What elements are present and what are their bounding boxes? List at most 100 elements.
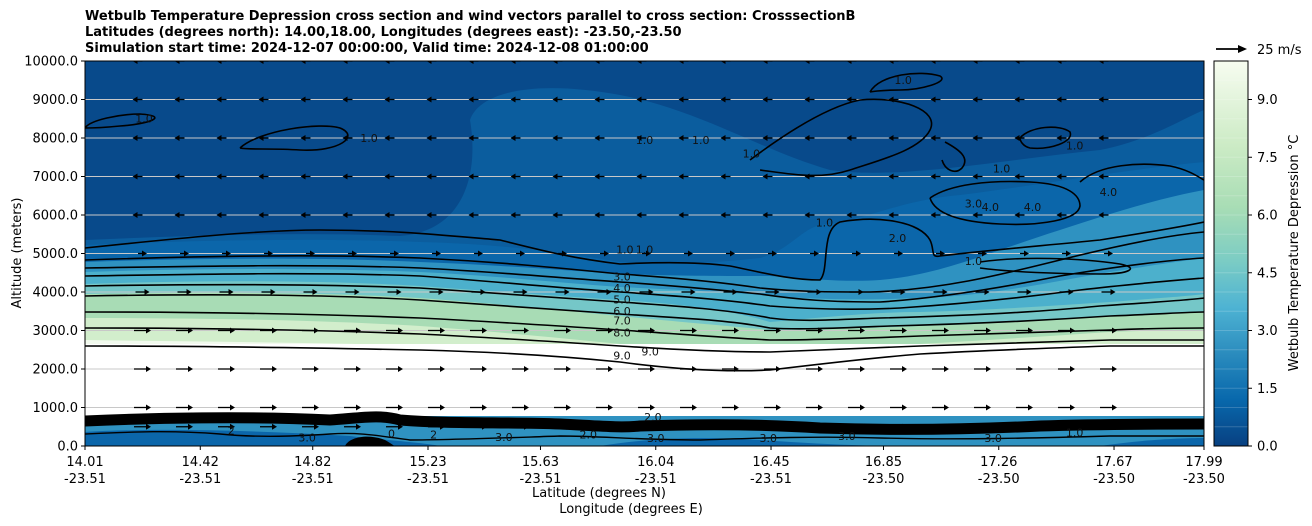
- wind-vector-head-222: [398, 404, 403, 411]
- wind-vector-head-63: [762, 135, 768, 141]
- wind-vector-head-124: [310, 250, 315, 257]
- contour-1-0: [85, 218, 1204, 281]
- wind-vector-head-94: [1056, 173, 1062, 180]
- wind-vector-head-111: [762, 212, 768, 218]
- wind-vector-head-125: [352, 250, 357, 257]
- wind-vector-head-177: [524, 327, 529, 334]
- contour-label-28: 2: [430, 428, 437, 441]
- wind-vector-head-243: [272, 423, 277, 430]
- wind-vector-head-68: [972, 135, 978, 141]
- wind-vector-head-39: [762, 96, 768, 103]
- x-tick-lon-7: -23.50: [863, 472, 905, 487]
- contour-label-9: 4.0: [1024, 201, 1042, 214]
- wind-vector-head-25: [174, 96, 180, 103]
- wind-vector-head-156: [648, 289, 654, 295]
- wind-vector-head-196: [314, 366, 319, 372]
- contour-upper-i: [979, 257, 1132, 275]
- wind-vector-head-146: [228, 289, 234, 295]
- colorbar-label: Wetbulb Temperature Depression °C: [1287, 135, 1302, 372]
- x-tick-lat-2: 14.82: [294, 455, 331, 470]
- wind-vector-head-163: [942, 289, 948, 295]
- wind-vector-head-112: [804, 212, 810, 218]
- x-tick-lat-8: 17.26: [980, 455, 1017, 470]
- wind-vector-head-85: [678, 173, 684, 180]
- x-axis: 14.01 -23.51 14.42 -23.51 14.82 -23.51 15.23 -2…: [64, 446, 1225, 487]
- wind-vector-head-8: [468, 61, 474, 64]
- wind-vector-head-79: [426, 173, 432, 180]
- wind-vector-head-257: [860, 423, 865, 430]
- wind-vector-head-233: [860, 404, 865, 411]
- wind-vector-head-60: [636, 135, 642, 141]
- wind-vector-head-1: [174, 61, 180, 64]
- surface-contour-2: [85, 430, 1204, 441]
- contour-label-29: 3.0: [495, 431, 513, 444]
- wind-vector-head-81: [510, 173, 516, 180]
- wind-vector-head-62: [720, 135, 726, 141]
- contour-label-1: 1.0: [360, 132, 378, 145]
- contour-label-31: 2.0: [644, 411, 662, 424]
- wind-vector-head-179: [608, 327, 613, 334]
- x-tick-lon-8: -23.50: [978, 472, 1020, 487]
- colorbar-gradient: [1214, 61, 1248, 446]
- wind-vector-head-178: [566, 327, 571, 334]
- x-tick-lon-5: -23.51: [635, 472, 677, 487]
- wind-vector-head-260: [986, 423, 991, 430]
- wind-vector-head-45: [1014, 96, 1020, 103]
- wind-vector-head-80: [468, 173, 474, 180]
- wind-vector-head-128: [478, 250, 483, 257]
- wind-vector-head-148: [312, 289, 318, 295]
- wind-vector-head-229: [692, 404, 697, 411]
- wind-vector-head-147: [270, 289, 276, 295]
- contour-8-0: [85, 327, 1204, 353]
- wind-vector-head-54: [384, 135, 390, 141]
- contour-label-7: 3.0: [965, 197, 983, 210]
- wind-vector-head-192: [146, 366, 151, 372]
- x-tick-lon-10: -23.50: [1183, 472, 1225, 487]
- wind-vector-head-138: [898, 250, 903, 257]
- wind-vector-head-53: [342, 135, 348, 141]
- wind-vector-head-219: [272, 404, 277, 411]
- wind-vector-head-114: [888, 212, 894, 218]
- x-tick-lat-5: 16.04: [637, 455, 674, 470]
- wind-vector-head-132: [646, 250, 651, 257]
- contour-6-0: [85, 294, 1204, 330]
- wind-vector-head-171: [272, 327, 277, 334]
- wind-vector-head-215: [1112, 366, 1117, 372]
- field-surface-black: [345, 436, 395, 446]
- wind-vector-head-167: [1110, 289, 1116, 295]
- wind-vector-head-105: [510, 212, 516, 218]
- wind-vector-head-115: [930, 212, 936, 218]
- wind-vector-head-100: [300, 212, 306, 218]
- wind-vector-head-253: [692, 423, 697, 430]
- x-tick-lon-4: -23.51: [520, 472, 562, 487]
- quiver-key-arrow-head: [1238, 45, 1247, 53]
- x-tick-lon-3: -23.51: [407, 472, 449, 487]
- wind-vector-head-22: [1056, 61, 1062, 64]
- wind-vector-head-152: [480, 289, 486, 295]
- wind-vector-head-70: [1056, 135, 1062, 141]
- wind-vector-head-259: [944, 423, 949, 430]
- wind-vector-head-35: [594, 96, 600, 103]
- y-tick-label-4: 4000.0: [33, 286, 79, 301]
- wind-vector-head-55: [426, 135, 432, 141]
- wind-vector-head-32: [468, 96, 474, 103]
- wind-vector-head-258: [902, 423, 907, 430]
- x-tick-lon-2: -23.51: [292, 472, 334, 487]
- wind-vector-head-221: [356, 404, 361, 411]
- y-tick-label-5: 5000.0: [33, 247, 79, 262]
- wind-vector-head-131: [604, 250, 609, 257]
- wind-vector-head-205: [692, 366, 697, 372]
- contour-label-22: 8.0: [613, 326, 631, 339]
- wind-vector-head-33: [510, 96, 516, 103]
- wind-vector-head-126: [394, 250, 399, 257]
- contour-label-26: 3.0: [298, 431, 316, 444]
- wind-vector-head-213: [1028, 366, 1033, 372]
- wind-vector-head-104: [468, 212, 474, 218]
- wind-vector-head-52: [300, 135, 306, 141]
- x-tick-lat-9: 17.67: [1095, 455, 1132, 470]
- wind-vector-head-242: [230, 423, 235, 430]
- wind-vector-head-188: [986, 327, 991, 334]
- wind-vector-head-77: [342, 173, 348, 180]
- wind-vector-head-73: [174, 173, 180, 180]
- wind-vector-head-142: [1066, 250, 1071, 257]
